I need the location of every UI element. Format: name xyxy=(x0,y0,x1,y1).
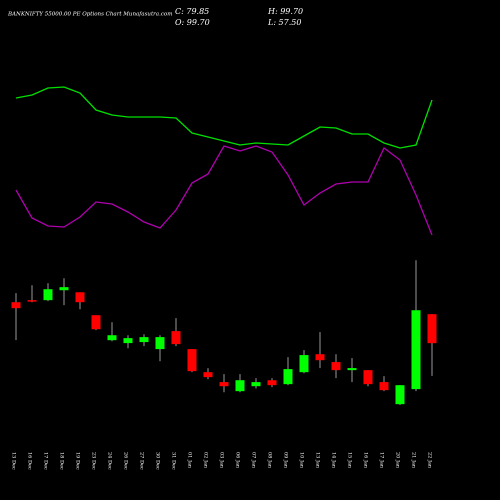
x-tick-label: 17 Dec xyxy=(43,452,49,470)
indicator-line xyxy=(15,86,433,149)
candle-body xyxy=(283,369,293,385)
x-tick-label: 09 Jan xyxy=(283,452,289,469)
candle-body xyxy=(379,382,389,391)
candle-body xyxy=(59,287,69,291)
candle-body xyxy=(187,349,197,372)
x-tick-label: 20 Jan xyxy=(395,452,401,469)
x-tick-label: 07 Jan xyxy=(251,452,257,469)
candle-body xyxy=(235,380,245,392)
candle-body xyxy=(219,382,229,387)
x-tick-label: 24 Dec xyxy=(107,452,113,470)
candle-body xyxy=(107,335,117,341)
candle-body xyxy=(27,300,37,302)
candle-body xyxy=(155,337,165,350)
candle-body xyxy=(315,354,325,361)
x-tick-label: 13 Dec xyxy=(11,452,17,470)
x-tick-label: 10 Jan xyxy=(299,452,305,469)
x-tick-label: 30 Dec xyxy=(155,452,161,470)
candle-body xyxy=(91,315,101,330)
x-tick-label: 15 Jan xyxy=(347,452,353,469)
candle-body xyxy=(331,362,341,371)
x-tick-label: 14 Jan xyxy=(331,452,337,469)
candle-body xyxy=(427,314,437,344)
x-tick-label: 23 Dec xyxy=(91,452,97,470)
candle-body xyxy=(171,331,181,345)
x-tick-label: 16 Dec xyxy=(27,452,33,470)
candle-body xyxy=(363,370,373,385)
x-tick-label: 26 Dec xyxy=(123,452,129,470)
close-label: C: 79.85 xyxy=(175,7,209,16)
x-tick-label: 08 Jan xyxy=(267,452,273,469)
low-label: L: 57.50 xyxy=(267,18,301,27)
candle-body xyxy=(139,337,149,343)
candle-body xyxy=(203,372,213,378)
candle-body xyxy=(411,310,421,390)
x-tick-label: 03 Jan xyxy=(219,452,225,469)
candle-body xyxy=(123,338,133,344)
candle-body xyxy=(267,380,277,386)
chart-title: BANKNIFTY 55000.00 PE Options Chart Muna… xyxy=(7,12,172,18)
x-tick-label: 13 Jan xyxy=(315,452,321,469)
x-tick-label: 01 Jan xyxy=(187,452,193,469)
open-label: O: 99.70 xyxy=(175,18,210,27)
x-tick-label: 02 Jan xyxy=(203,452,209,469)
candle-body xyxy=(43,289,53,301)
candle-body xyxy=(11,302,21,309)
candle-body xyxy=(347,368,357,371)
x-tick-label: 21 Jan xyxy=(411,452,417,469)
candle-body xyxy=(75,292,85,303)
candle-body xyxy=(251,382,261,387)
x-tick-label: 16 Jan xyxy=(363,452,369,469)
x-tick-label: 19 Dec xyxy=(75,452,81,470)
x-tick-label: 06 Jan xyxy=(235,452,241,469)
x-tick-label: 27 Dec xyxy=(139,452,145,470)
x-tick-label: 18 Dec xyxy=(59,452,65,470)
x-tick-label: 17 Jan xyxy=(379,452,385,469)
high-label: H: 99.70 xyxy=(267,7,303,16)
x-tick-label: 22 Jan xyxy=(427,452,433,469)
candle-body xyxy=(395,385,405,405)
x-tick-label: 31 Dec xyxy=(171,452,177,470)
candle-body xyxy=(299,355,309,373)
indicator-line xyxy=(15,145,433,236)
